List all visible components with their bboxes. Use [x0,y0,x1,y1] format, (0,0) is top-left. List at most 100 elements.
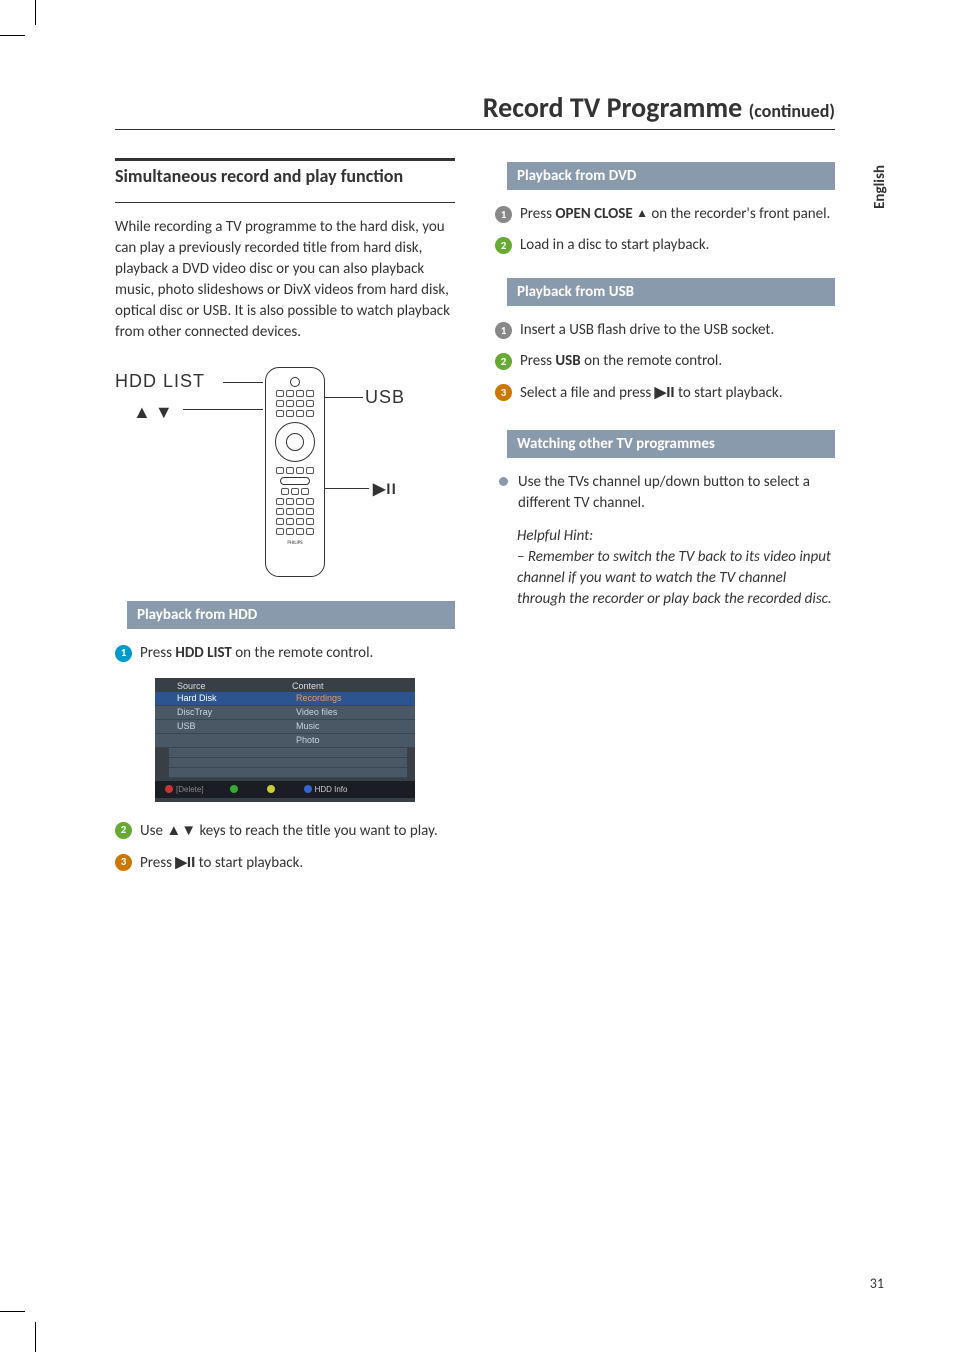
remote-button-row [276,467,314,474]
hdd-ui-cell: Music [288,721,407,731]
helpful-hint: Helpful Hint: – Remember to switch the T… [495,526,835,610]
tv-bullet: Use the TVs channel up/down button to se… [495,472,835,514]
page-number: 31 [870,1275,884,1292]
bullet-text: Use the TVs channel up/down button to se… [518,472,835,514]
yellow-dot-icon [267,785,275,793]
hdd-ui-cell: DiscTray [169,707,288,717]
playpause-glyph: ▶II [175,854,195,871]
language-tab: English [871,165,889,209]
hdd-ui-cell: Photo [288,735,407,745]
open-close-bold: OPEN CLOSE [555,205,636,223]
hdd-list-bold: HDD LIST [175,644,231,662]
remote-button-row [276,390,314,397]
intro-paragraph: While recording a TV programme to the ha… [115,217,455,343]
step-text: on the remote control. [232,644,373,662]
subhead-playback-usb: Playback from USB [507,278,835,306]
step-text: Press [140,644,175,662]
remote-button-row [276,400,314,407]
remote-label-arrows: ▲▼ [133,401,177,423]
eject-icon: ▲ [636,206,648,220]
hdd-ui-cell [169,735,288,745]
page-content: Record TV Programme (continued) Simultan… [115,90,835,884]
remote-play-button [280,477,310,485]
title-text: Record TV Programme [483,90,742,125]
step-text: Use [140,822,166,840]
step-badge-3: 3 [495,384,512,401]
crop-mark-top-left [15,15,55,55]
bullet-icon [499,477,508,486]
dvd-step-2: 2 Load in a disc to start playback. [495,235,835,256]
step-text: Press [520,205,555,223]
usb-step-1: 1 Insert a USB flash drive to the USB so… [495,320,835,341]
footer-hddinfo: HDD Info [315,785,348,794]
hdd-ui-row: Photo [155,734,415,748]
callout-line [223,382,263,383]
crop-mark-bottom-left [15,1292,55,1332]
page-title: Record TV Programme (continued) [115,90,835,130]
remote-diagram: HDD LIST ▲▼ USB ▶II [115,357,455,587]
step-badge-1: 1 [495,206,512,223]
hdd-ui-row: USB Music [155,720,415,734]
hdd-ui-footer: [Delete] HDD Info [155,781,415,798]
remote-button-row [276,498,314,505]
hdd-ui-row: DiscTray Video files [155,706,415,720]
subhead-watching-tv: Watching other TV programmes [507,430,835,458]
left-column: Simultaneous record and play function Wh… [115,158,455,884]
hdd-step-1: 1 Press HDD LIST on the remote control. [115,643,455,664]
step-text: Select a file and press [520,384,655,402]
red-dot-icon [165,785,173,793]
hdd-ui-cell: Recordings [288,693,407,703]
playpause-glyph: ▶II [655,384,675,401]
updown-glyph: ▲▼ [166,822,196,839]
remote-button-row [276,410,314,417]
step-badge-3: 3 [115,854,132,871]
remote-brand: PHILIPS [287,540,302,546]
remote-button-row [276,508,314,515]
step-text: to start playback. [675,384,783,402]
hdd-ui-empty-row [169,748,407,758]
hdd-step-2: 2 Use ▲▼ keys to reach the title you wan… [115,820,455,842]
remote-label-hddlist: HDD LIST [115,371,205,392]
hdd-ui-source-header: Source [177,681,292,691]
step-text: keys to reach the title you want to play… [196,822,438,840]
remote-button-row [276,528,314,535]
remote-body: PHILIPS [265,367,325,577]
usb-step-3: 3 Select a file and press ▶II to start p… [495,382,835,404]
hdd-step-3: 3 Press ▶II to start playback. [115,852,455,874]
callout-line [183,409,263,410]
step-badge-2: 2 [495,353,512,370]
step-badge-2: 2 [495,237,512,254]
hdd-ui-cell: USB [169,721,288,731]
usb-bold: USB [555,352,580,370]
hdd-ui-empty-row [169,768,407,778]
step-text: Load in a disc to start playback. [520,235,709,256]
step-text: on the remote control. [581,352,722,370]
green-dot-icon [230,785,238,793]
subhead-playback-hdd: Playback from HDD [127,601,455,629]
right-column: Playback from DVD 1 Press OPEN CLOSE ▲ o… [495,158,835,884]
step-text: Insert a USB flash drive to the USB sock… [520,320,774,341]
hdd-ui-cell: Video files [288,707,407,717]
step-text: Press [140,854,175,872]
step-badge-1: 1 [115,645,132,662]
hdd-list-screenshot: Source Content Hard Disk Recordings Disc… [155,678,415,802]
callout-line [325,488,369,489]
remote-label-usb: USB [365,387,405,408]
usb-step-2: 2 Press USB on the remote control. [495,351,835,372]
step-badge-1: 1 [495,322,512,339]
section-simultaneous: Simultaneous record and play function [115,158,455,203]
step-text: Press [520,352,555,370]
remote-button-row [281,488,309,495]
hdd-ui-empty-row [169,758,407,768]
hint-body: – Remember to switch the TV back to its … [517,548,832,608]
title-continued: (continued) [749,100,835,122]
callout-line [325,397,363,398]
dvd-step-1: 1 Press OPEN CLOSE ▲ on the recorder's f… [495,204,835,225]
subhead-playback-dvd: Playback from DVD [507,162,835,190]
hdd-ui-cell: Hard Disk [169,693,288,703]
remote-standby-icon [290,377,300,387]
step-text: on the recorder's front panel. [648,205,830,223]
hint-title: Helpful Hint: [517,527,593,545]
blue-dot-icon [304,785,312,793]
remote-button-row [276,518,314,525]
